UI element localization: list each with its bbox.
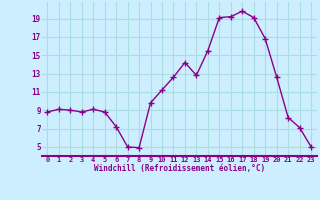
X-axis label: Windchill (Refroidissement éolien,°C): Windchill (Refroidissement éolien,°C) <box>94 164 265 173</box>
